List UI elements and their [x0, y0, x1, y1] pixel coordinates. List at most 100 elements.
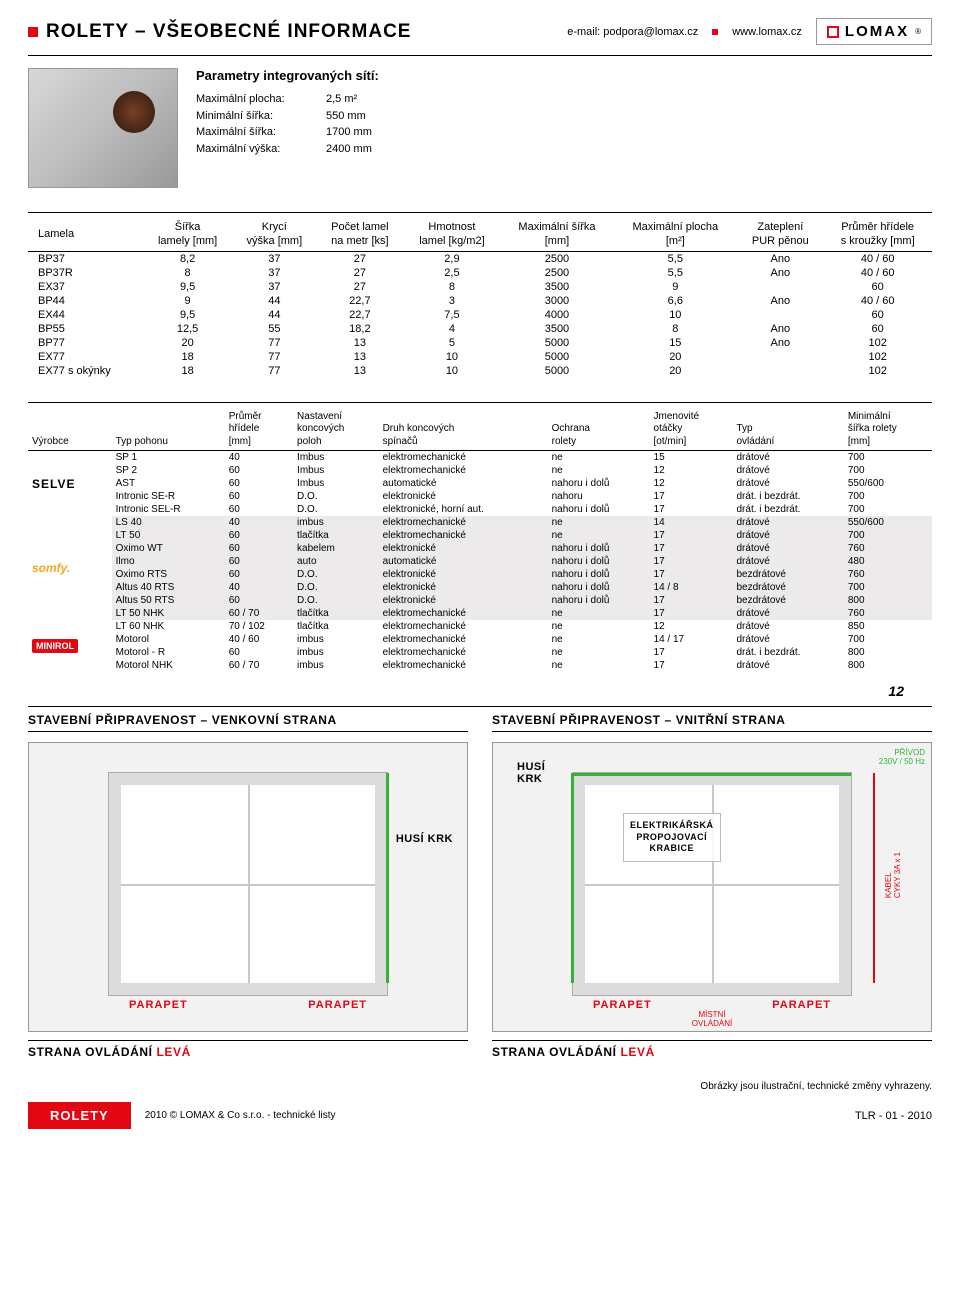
table-cell: 5000: [501, 350, 614, 364]
table-cell: 17: [650, 555, 733, 568]
table-row: Ilmo60autoautomatickénahoru i dolů17drát…: [28, 555, 932, 568]
table-row: BP772077135500015Ano102: [28, 336, 932, 350]
table-row: EX449,54422,77,540001060: [28, 308, 932, 322]
table-cell: ne: [548, 620, 650, 633]
table-cell: 60: [225, 555, 293, 568]
table-header: Lamela: [28, 219, 143, 251]
table-cell: Ano: [737, 251, 823, 266]
separator-icon: [712, 29, 718, 35]
contact-web: www.lomax.cz: [732, 26, 802, 38]
table-cell: LT 60 NHK: [112, 620, 225, 633]
table-cell: nahoru i dolů: [548, 503, 650, 516]
table-cell: [737, 364, 823, 378]
table-cell: drátové: [732, 555, 843, 568]
header-bullet-icon: [28, 27, 38, 37]
table-cell: Ano: [737, 266, 823, 280]
table-cell: Imbus: [293, 464, 379, 477]
table-cell: Ano: [737, 322, 823, 336]
table-cell: 3000: [501, 294, 614, 308]
table-header: Typ pohonu: [112, 409, 225, 451]
table-cell: automatické: [379, 477, 548, 490]
divider: [28, 212, 932, 213]
table-cell: 27: [317, 251, 404, 266]
husi-krk-label: HUSÍ KRK: [517, 761, 545, 785]
parameters-block: Parametry integrovaných sítí: Maximální …: [196, 68, 379, 188]
table-row: LT 50 NHK60 / 70tlačítkaelektromechanick…: [28, 607, 932, 620]
table-cell: elektromechanické: [379, 607, 548, 620]
window-diagram-exterior: HUSÍ KRK PARAPET PARAPET: [28, 742, 468, 1032]
table-cell: imbus: [293, 659, 379, 672]
table-cell: 44: [232, 294, 316, 308]
table-row: EX7718771310500020102: [28, 350, 932, 364]
table-cell: 102: [823, 364, 932, 378]
table-cell: 60: [225, 529, 293, 542]
table-cell: 40: [225, 451, 293, 465]
table-cell: 9,5: [143, 308, 232, 322]
strana-caption: STRANA OVLÁDÁNÍ LEVÁ: [28, 1040, 468, 1059]
table-cell: elektronické: [379, 568, 548, 581]
table-row: Motorol NHK60 / 70imbuselektromechanické…: [28, 659, 932, 672]
table-row: SELVESP 140Imbuselektromechanickéne15drá…: [28, 451, 932, 465]
table-cell: 8: [403, 280, 500, 294]
disclaimer-note: Obrázky jsou ilustrační, technické změny…: [28, 1081, 932, 1092]
divider: [28, 402, 932, 403]
table-cell: [737, 308, 823, 322]
table-cell: 5,5: [613, 251, 737, 266]
table-cell: 700: [844, 464, 932, 477]
table-header: Druh koncovýchspínačů: [379, 409, 548, 451]
table-cell: elektromechanické: [379, 451, 548, 465]
table-cell: 18: [143, 364, 232, 378]
table-cell: D.O.: [293, 568, 379, 581]
green-line-icon: [386, 773, 389, 983]
table-cell: 8: [613, 322, 737, 336]
table-cell: 15: [613, 336, 737, 350]
parapet-label: PARAPET: [129, 999, 188, 1011]
param-label: Maximální výška:: [196, 141, 326, 158]
table-cell: 480: [844, 555, 932, 568]
table-cell: LS 40: [112, 516, 225, 529]
table-cell: 9,5: [143, 280, 232, 294]
table-row: Oximo RTS60D.O.elektronickénahoru i dolů…: [28, 568, 932, 581]
table-cell: 12,5: [143, 322, 232, 336]
table-cell: 60: [823, 280, 932, 294]
table-cell: ne: [548, 659, 650, 672]
param-value: 1700 mm: [326, 124, 372, 141]
table-cell: 3500: [501, 280, 614, 294]
table-cell: 22,7: [317, 294, 404, 308]
table-cell: nahoru: [548, 490, 650, 503]
table-header: Typovládání: [732, 409, 843, 451]
table-cell: 5000: [501, 336, 614, 350]
table-cell: 60: [225, 490, 293, 503]
table-cell: EX77 s okýnky: [28, 364, 143, 378]
table-cell: drátové: [732, 516, 843, 529]
drives-table-wrap: VýrobceTyp pohonuPrůměrhřídele[mm]Nastav…: [28, 409, 932, 673]
table-cell: D.O.: [293, 503, 379, 516]
table-cell: elektronické, horní aut.: [379, 503, 548, 516]
divider: [28, 706, 932, 707]
table-cell: Ano: [737, 336, 823, 350]
table-cell: kabelem: [293, 542, 379, 555]
table-cell: 12: [650, 464, 733, 477]
manufacturer-logo: SELVE: [32, 477, 75, 491]
table-cell: 13: [317, 336, 404, 350]
table-cell: 9: [143, 294, 232, 308]
table-cell: elektronické: [379, 542, 548, 555]
table-cell: 60: [225, 503, 293, 516]
footer-copyright: 2010 © LOMAX & Co s.r.o. - technické lis…: [145, 1110, 841, 1121]
table-cell: Motorol - R: [112, 646, 225, 659]
table-row: Intronic SEL-R60D.O.elektronické, horní …: [28, 503, 932, 516]
table-cell: SP 1: [112, 451, 225, 465]
table-cell: 40 / 60: [823, 251, 932, 266]
table-cell: 3500: [501, 322, 614, 336]
table-cell: Intronic SEL-R: [112, 503, 225, 516]
param-row: Minimální šířka:550 mm: [196, 108, 379, 125]
table-cell: 77: [232, 336, 316, 350]
table-cell: 800: [844, 594, 932, 607]
table-cell: 77: [232, 364, 316, 378]
table-cell: 760: [844, 568, 932, 581]
table-cell: 550/600: [844, 477, 932, 490]
table-cell: nahoru i dolů: [548, 581, 650, 594]
table-cell: 102: [823, 336, 932, 350]
table-cell: 40 / 60: [823, 294, 932, 308]
table-row: EX77 s okýnky18771310500020102: [28, 364, 932, 378]
